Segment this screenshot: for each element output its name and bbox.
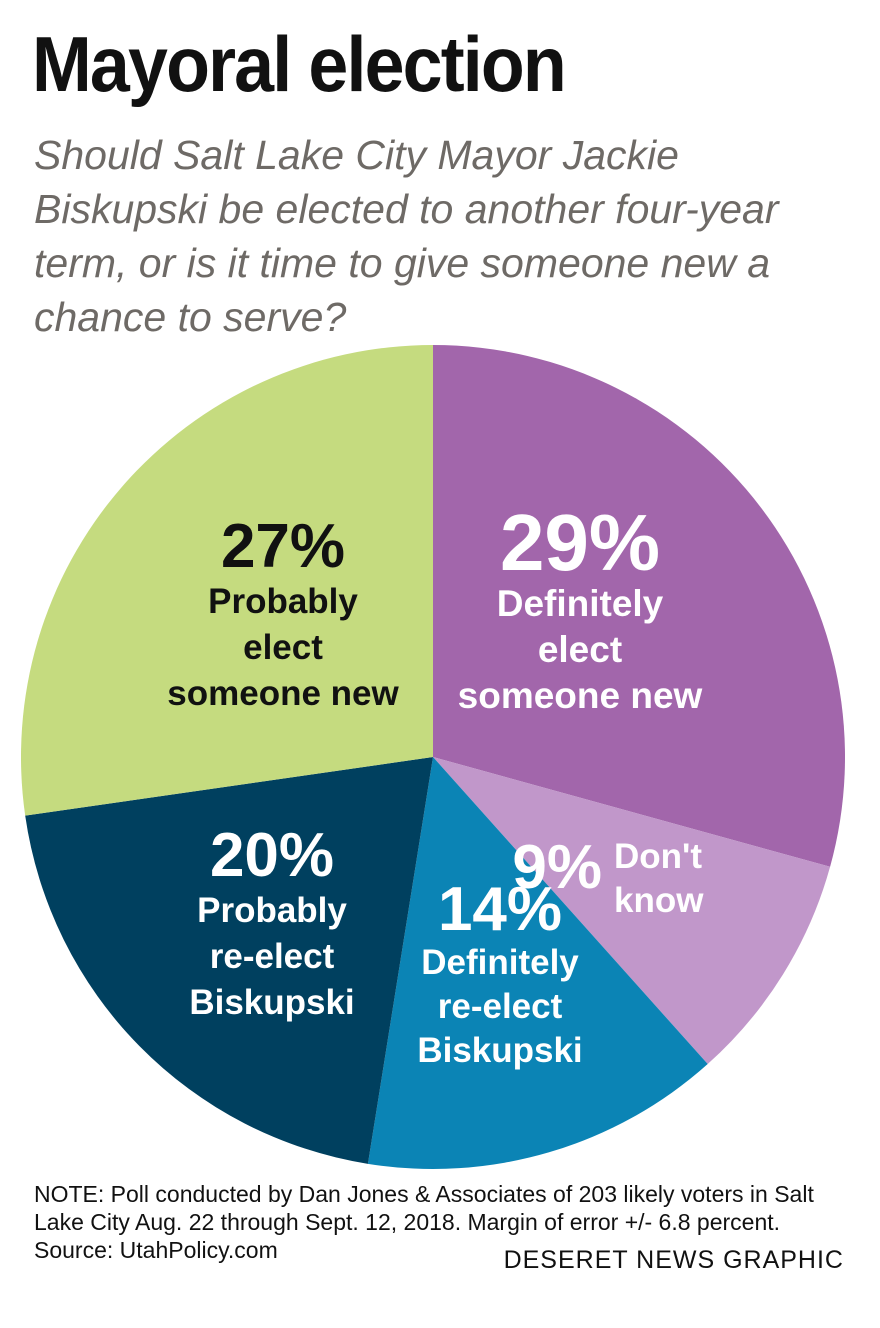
pie-slice [20, 345, 433, 816]
slice-category-label: Probably [197, 891, 347, 930]
slice-percent-label: 20% [210, 821, 334, 890]
slice-category-label: Don't [614, 837, 702, 876]
slice-category-label: re-elect [210, 937, 335, 976]
footnote-line: NOTE: Poll conducted by Dan Jones & Asso… [34, 1181, 814, 1207]
footnote: NOTE: Poll conducted by Dan Jones & Asso… [34, 1180, 854, 1264]
graphic-credit: DESERET NEWS GRAPHIC [503, 1246, 844, 1274]
slice-category-label: someone new [458, 675, 703, 716]
slice-label-group: 14%Definitely re-elect Biskupski [417, 875, 582, 1070]
slice-percent-label: 9% [512, 833, 602, 902]
slice-category-label: elect [243, 628, 323, 667]
slice-percent-label: 14% [438, 875, 562, 944]
slice-label-group: 20%Probably re-elect Biskupski [189, 821, 354, 1022]
slice-percent-label: 27% [221, 512, 345, 581]
slice-category-label: Definitely [421, 943, 579, 982]
source-line: Source: UtahPolicy.com [34, 1237, 278, 1263]
chart-title: Mayoral election [32, 20, 567, 108]
slice-label-group: 29%Definitely elect someone new [458, 498, 703, 716]
slice-category-label: Biskupski [189, 983, 354, 1022]
pie-slice [433, 345, 845, 867]
slice-category-label: someone new [167, 674, 399, 713]
slice-category-label: Definitely [497, 583, 664, 624]
slice-category-label: re-elect [438, 987, 563, 1026]
slice-category-label: Probably [208, 582, 358, 621]
pie-slice [367, 757, 708, 1169]
pie-slice [433, 757, 831, 1065]
slice-category-label: Biskupski [417, 1031, 582, 1070]
chart-subtitle: Should Salt Lake City Mayor Jackie Bisku… [34, 132, 779, 340]
slice-category-label: elect [538, 629, 622, 670]
slice-label-group: 9% Don't know [512, 833, 704, 920]
pie-slice [25, 757, 433, 1164]
slice-label-group: 27%Probably elect someone new [167, 512, 399, 713]
slice-percent-label: 29% [500, 498, 660, 587]
footnote-line: Lake City Aug. 22 through Sept. 12, 2018… [34, 1209, 781, 1235]
slice-category-label: know [614, 881, 704, 920]
